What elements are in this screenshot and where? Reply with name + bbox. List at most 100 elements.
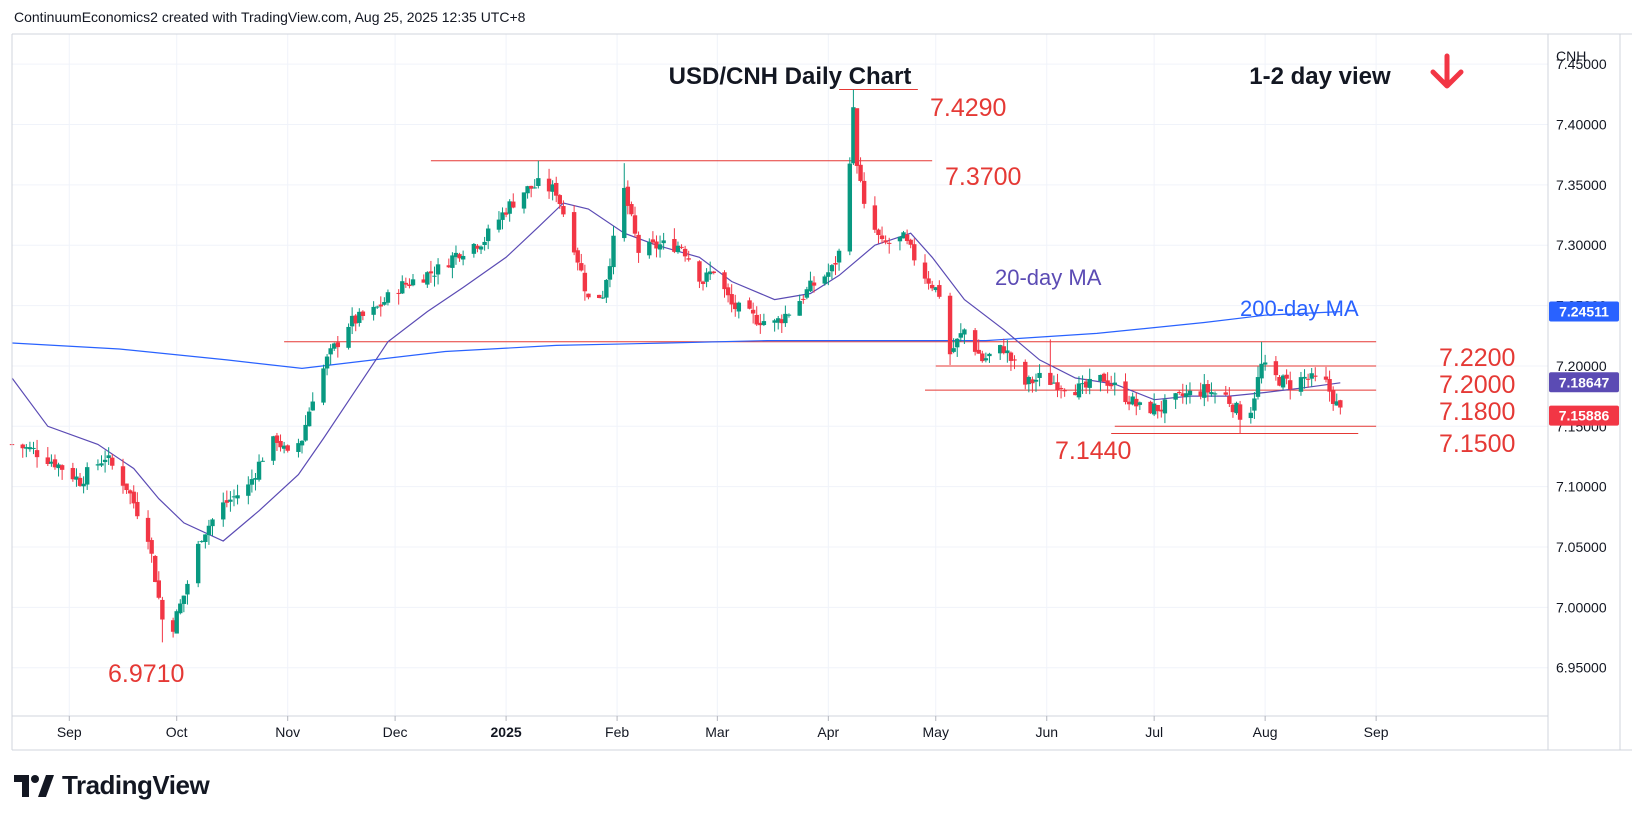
candle-body — [1255, 377, 1261, 397]
candle-body — [503, 212, 509, 215]
candle-body — [303, 424, 308, 441]
candle-body — [1008, 352, 1014, 361]
candle-body — [904, 234, 910, 242]
candle-body — [582, 272, 588, 292]
tradingview-brand[interactable]: TradingView — [14, 770, 210, 801]
level-label-71440: 7.1440 — [1055, 437, 1131, 465]
candle-body — [375, 306, 380, 308]
candle-body — [256, 461, 262, 480]
candle-body — [901, 232, 906, 239]
candle-body — [1037, 372, 1042, 378]
candle-body — [736, 302, 742, 312]
y-tick-label: 7.40000 — [1556, 117, 1607, 133]
candle-body — [632, 215, 638, 234]
level-label-71800: 7.1800 — [1439, 398, 1515, 426]
candle-body — [947, 295, 953, 355]
candle-body — [625, 186, 631, 206]
candle-body — [657, 244, 663, 250]
candle-body — [1259, 363, 1264, 379]
candle-body — [532, 187, 537, 189]
candle-body — [471, 243, 477, 254]
candle-body — [536, 178, 541, 186]
candle-body — [49, 461, 54, 464]
candle-body — [382, 302, 387, 305]
candle-body — [335, 342, 341, 348]
x-tick-label: May — [923, 724, 949, 740]
candle-body — [546, 178, 552, 192]
level-label-73700: 7.3700 — [945, 163, 1021, 191]
candle-body — [1130, 396, 1135, 405]
candle-body — [937, 285, 942, 297]
candle-body — [647, 241, 652, 256]
candle-body — [686, 258, 691, 260]
candle-body — [836, 250, 842, 263]
candle-body — [328, 348, 333, 355]
candle-body — [160, 599, 165, 620]
candle-body — [357, 311, 362, 323]
candle-body — [772, 320, 777, 323]
candle-body — [958, 333, 964, 338]
candle-body — [1001, 346, 1006, 354]
candle-body — [1338, 400, 1343, 408]
candle-body — [1280, 375, 1286, 388]
candle-body — [310, 401, 315, 411]
candle-body — [95, 464, 101, 466]
y-tick-label: 7.20000 — [1556, 358, 1607, 374]
candle-body — [1305, 378, 1311, 380]
candle-body — [811, 282, 817, 286]
candle-body — [786, 314, 792, 316]
candle-body — [274, 435, 280, 443]
candle-body — [228, 499, 233, 502]
candle-body — [747, 300, 752, 309]
candle-body — [102, 459, 108, 463]
candle-body — [206, 525, 212, 536]
candle-body — [156, 580, 161, 598]
candle-body — [478, 246, 484, 250]
candle-body — [1288, 380, 1293, 390]
candle-body — [776, 318, 781, 323]
candle-body — [611, 235, 616, 268]
candle-body — [324, 356, 330, 369]
candle-body — [131, 491, 136, 504]
candle-body — [854, 108, 860, 166]
candle-body — [1198, 391, 1203, 397]
candle-body — [962, 329, 967, 335]
candle-body — [1123, 381, 1128, 403]
candle-body — [1033, 379, 1039, 382]
candle-body — [500, 212, 505, 220]
candle-body — [697, 261, 702, 282]
candle-body — [1087, 378, 1092, 388]
candle-body — [636, 234, 641, 253]
candle-body — [59, 465, 65, 470]
candle-body — [528, 185, 534, 189]
candle-body — [1098, 374, 1103, 382]
candle-body — [704, 272, 709, 282]
candle-body — [1248, 412, 1254, 419]
ma200-series — [11, 311, 1341, 370]
candle-body — [1155, 404, 1160, 412]
candle-body — [1112, 382, 1117, 386]
candle-body — [1237, 404, 1243, 420]
candle-body — [829, 265, 835, 272]
candle-body — [997, 345, 1003, 354]
x-tick-label: Nov — [275, 724, 300, 740]
candle-body — [296, 443, 301, 452]
candle-body — [496, 219, 502, 230]
candle-body — [579, 263, 584, 271]
candle-body — [783, 313, 788, 324]
candle-body — [203, 534, 208, 543]
candle-body — [1148, 401, 1153, 414]
candle-body — [661, 240, 666, 244]
candle-body — [575, 250, 580, 263]
candle-body — [1134, 398, 1139, 407]
y-tick-label: 7.45000 — [1556, 56, 1607, 72]
candle-body — [1005, 350, 1010, 354]
candle-body — [511, 201, 516, 208]
candle-body — [955, 338, 960, 348]
chart-subtitle: 1-2 day view — [1249, 63, 1391, 90]
candle-body — [34, 450, 40, 458]
candle-body — [253, 478, 258, 480]
candle-body — [153, 555, 158, 582]
chart-title: USD/CNH Daily Chart — [669, 63, 912, 90]
